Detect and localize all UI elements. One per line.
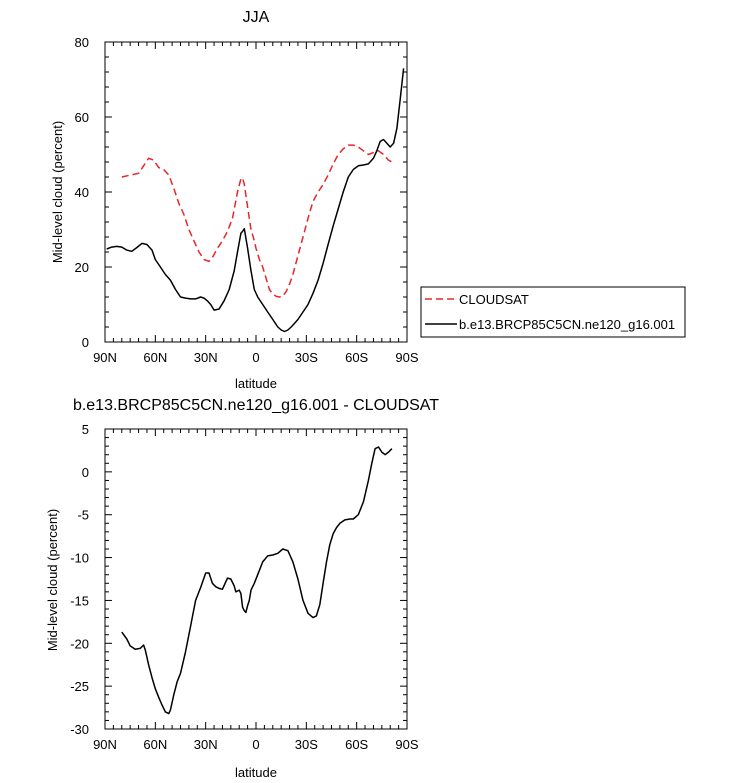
top-x-tick-label: 0 — [252, 350, 259, 365]
bottom-y-tick-label: -10 — [70, 551, 89, 566]
top-y-tick-label: 20 — [75, 260, 89, 275]
bottom-y-tick-label: 0 — [82, 465, 89, 480]
bottom-chart-title: b.e13.BRCP85C5CN.ne120_g16.001 - CLOUDSA… — [73, 397, 439, 414]
bottom-y-tick-label: -30 — [70, 722, 89, 737]
bottom-y-ticks: 5 0 -5 -10 -15 -20 -25 -30 — [70, 422, 407, 737]
bottom-x-tick-label: 30N — [194, 737, 218, 752]
legend-label-cloudsat: CLOUDSAT — [459, 292, 529, 307]
top-x-tick-label: 60N — [143, 350, 167, 365]
top-chart-title: JJA — [243, 9, 270, 26]
bottom-y-tick-label: -20 — [70, 636, 89, 651]
top-y-axis-label: Mid-level cloud (percent) — [50, 121, 65, 263]
bottom-series-line-0 — [121, 446, 393, 715]
legend: CLOUDSAT b.e13.BRCP85C5CN.ne120_g16.001 — [420, 286, 686, 338]
top-series-line-0 — [121, 144, 393, 298]
top-y-tick-label: 40 — [75, 185, 89, 200]
bottom-x-tick-label: 90S — [395, 737, 418, 752]
bottom-x-tick-label: 90N — [93, 737, 117, 752]
bottom-y-tick-label: -25 — [70, 679, 89, 694]
bottom-x-tick-label: 30S — [295, 737, 318, 752]
bottom-x-axis-label: latitude — [235, 765, 277, 780]
top-series — [106, 68, 405, 333]
bottom-x-tick-label: 0 — [252, 737, 259, 752]
legend-box — [420, 286, 686, 338]
top-panel: JJA 90N 60N 30N 0 30S 60S 90S 0 20 40 60 80 latitu… — [50, 9, 686, 391]
bottom-y-tick-label: -5 — [77, 508, 89, 523]
bottom-x-tick-label: 60S — [345, 737, 368, 752]
top-y-tick-label: 0 — [82, 335, 89, 350]
bottom-y-axis-label: Mid-level cloud (percent) — [45, 509, 60, 651]
top-y-tick-label: 60 — [75, 110, 89, 125]
top-x-tick-label: 90N — [93, 350, 117, 365]
top-y-ticks: 0 20 40 60 80 — [75, 35, 407, 350]
top-x-tick-label: 30S — [295, 350, 318, 365]
legend-label-model: b.e13.BRCP85C5CN.ne120_g16.001 — [459, 317, 675, 332]
bottom-x-tick-label: 60N — [143, 737, 167, 752]
top-x-tick-label: 30N — [194, 350, 218, 365]
bottom-series — [121, 446, 393, 715]
top-x-ticks: 90N 60N 30N 0 30S 60S 90S — [93, 42, 419, 365]
top-y-tick-label: 80 — [75, 35, 89, 50]
bottom-x-ticks: 90N 60N 30N 0 30S 60S 90S — [93, 429, 419, 752]
top-x-tick-label: 60S — [345, 350, 368, 365]
top-plot-frame — [104, 41, 408, 343]
bottom-panel: b.e13.BRCP85C5CN.ne120_g16.001 - CLOUDSA… — [45, 397, 439, 780]
top-x-axis-label: latitude — [235, 376, 277, 391]
bottom-y-tick-label: 5 — [82, 422, 89, 437]
top-x-tick-label: 90S — [395, 350, 418, 365]
bottom-y-tick-label: -15 — [70, 593, 89, 608]
top-series-line-1 — [106, 68, 405, 333]
